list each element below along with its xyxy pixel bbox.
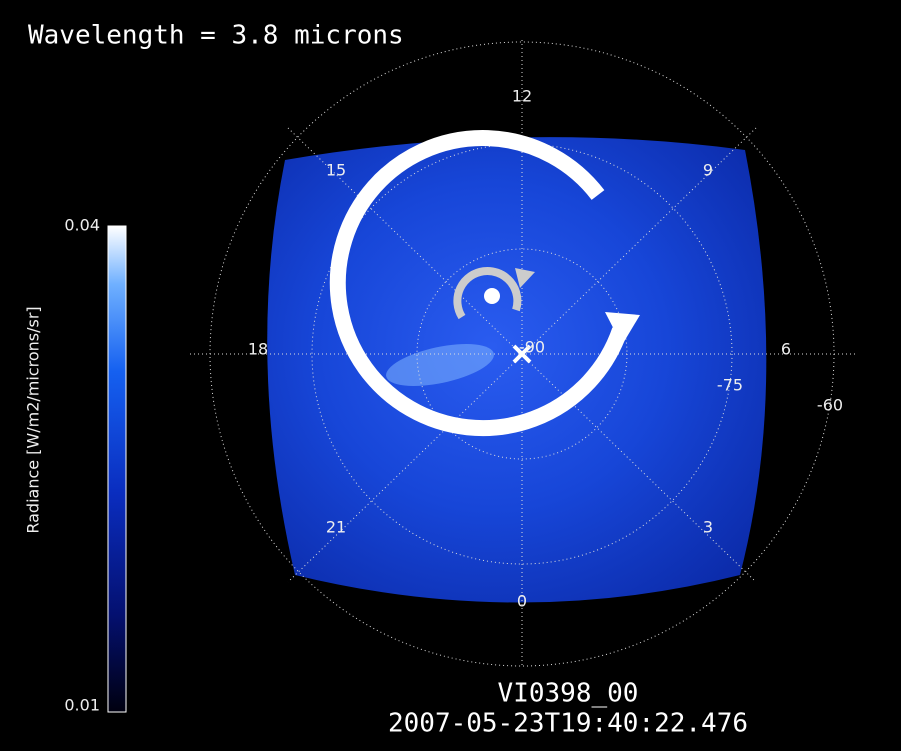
timestamp: 2007-05-23T19:40:22.476 <box>388 709 748 739</box>
local-time-label: 21 <box>326 518 346 537</box>
latitude-label: -75 <box>717 376 743 395</box>
title: Wavelength = 3.8 microns <box>28 21 404 51</box>
center-label: -90 <box>519 338 545 357</box>
arrow-head <box>605 312 640 345</box>
arrow-head <box>515 268 535 288</box>
ring <box>311 143 733 565</box>
local-time-label: 9 <box>703 161 713 180</box>
local-time-label: 0 <box>517 592 527 611</box>
latitude-label: -60 <box>817 396 843 415</box>
local-time-label: 3 <box>703 518 713 537</box>
colorbar-max: 0.04 <box>64 216 100 235</box>
image-id: VI0398_00 <box>498 679 639 709</box>
arrow <box>329 130 628 437</box>
local-time-label: 15 <box>326 161 346 180</box>
bright-feature <box>386 344 494 386</box>
venus-image <box>267 137 767 603</box>
circulation-arrows <box>329 130 640 437</box>
meridian <box>287 127 757 583</box>
local-time-label: 6 <box>781 340 791 359</box>
colorbar-label: Radiance [W/m2/microns/sr] <box>24 306 43 533</box>
arrow <box>453 267 522 320</box>
colorbar-min: 0.01 <box>64 696 100 715</box>
pole-dot <box>484 288 500 304</box>
pole-cross <box>512 344 532 364</box>
local-time-label: 18 <box>248 340 268 359</box>
colorbar <box>107 225 127 713</box>
local-time-label: 12 <box>512 87 532 106</box>
